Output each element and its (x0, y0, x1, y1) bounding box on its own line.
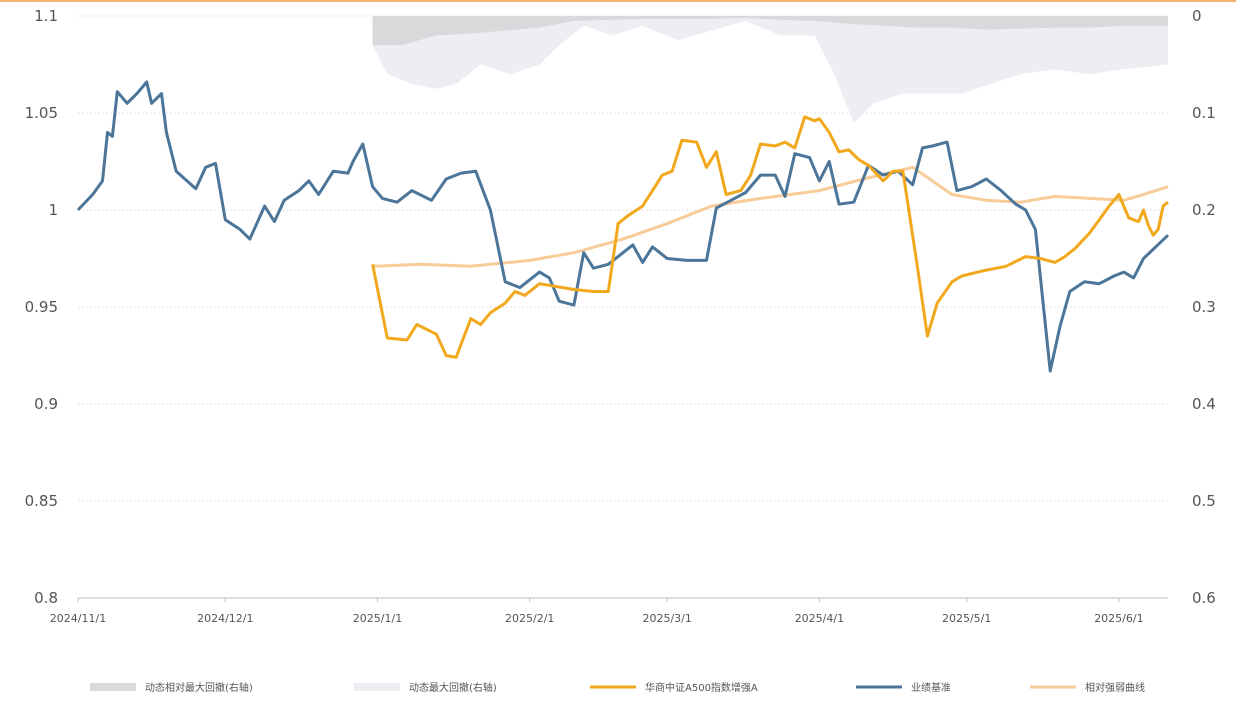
legend-swatch (354, 683, 400, 691)
left-axis-tick-label: 0.95 (25, 298, 58, 316)
x-axis-tick-label: 2025/2/1 (505, 612, 554, 625)
x-axis-tick-label: 2024/12/1 (197, 612, 253, 625)
left-axis-tick-label: 1 (48, 201, 58, 219)
right-axis-tick-label: 0.2 (1192, 201, 1216, 219)
grid-lines (78, 15, 1168, 502)
relative-strength-line (372, 165, 1169, 268)
left-axis-tick-label: 1.05 (25, 104, 58, 122)
right-axis-tick-label: 0.4 (1192, 395, 1216, 413)
top-accent-rule (0, 0, 1236, 2)
x-axis-tick-label: 2025/6/1 (1094, 612, 1143, 625)
left-axis-tick-label: 0.85 (25, 492, 58, 510)
benchmark-line (76, 80, 1170, 373)
axes: 1.1 0 1.05 0.1 1 0.2 0.95 0.3 0.9 0.4 0.85 0.5 0.8 0.… (25, 7, 1216, 625)
left-axis-tick-label: 0.8 (34, 589, 58, 607)
x-axis-tick-label: 2024/11/1 (50, 612, 106, 625)
x-axis-tick-label: 2025/3/1 (642, 612, 691, 625)
left-axis-tick-label: 1.1 (34, 7, 58, 25)
x-axis-tick-label: 2025/1/1 (353, 612, 402, 625)
legend: 动态相对最大回撤(右轴) 动态最大回撤(右轴) 华商中证A500指数增强A 业绩基准 相… (90, 681, 1145, 694)
right-axis-tick-label: 0.5 (1192, 492, 1216, 510)
legend-label: 动态最大回撤(右轴) (409, 681, 497, 694)
legend-label: 相对强弱曲线 (1085, 681, 1145, 694)
legend-swatch (90, 683, 136, 691)
area-series (372, 16, 1169, 123)
x-axis-tick-label: 2025/4/1 (795, 612, 844, 625)
left-axis-tick-label: 0.9 (34, 395, 58, 413)
fund-line (371, 115, 1169, 359)
right-axis-tick-label: 0.6 (1192, 589, 1216, 607)
right-axis-tick-label: 0 (1192, 7, 1202, 25)
legend-label: 华商中证A500指数增强A (645, 681, 758, 694)
right-axis-tick-label: 0.3 (1192, 298, 1216, 316)
legend-label: 动态相对最大回撤(右轴) (145, 681, 253, 694)
legend-label: 业绩基准 (911, 681, 951, 694)
right-axis-tick-label: 0.1 (1192, 104, 1216, 122)
area-series-1 (372, 16, 1169, 46)
line-series (76, 80, 1170, 373)
area-series-2 (372, 16, 1169, 123)
x-axis-tick-label: 2025/5/1 (942, 612, 991, 625)
